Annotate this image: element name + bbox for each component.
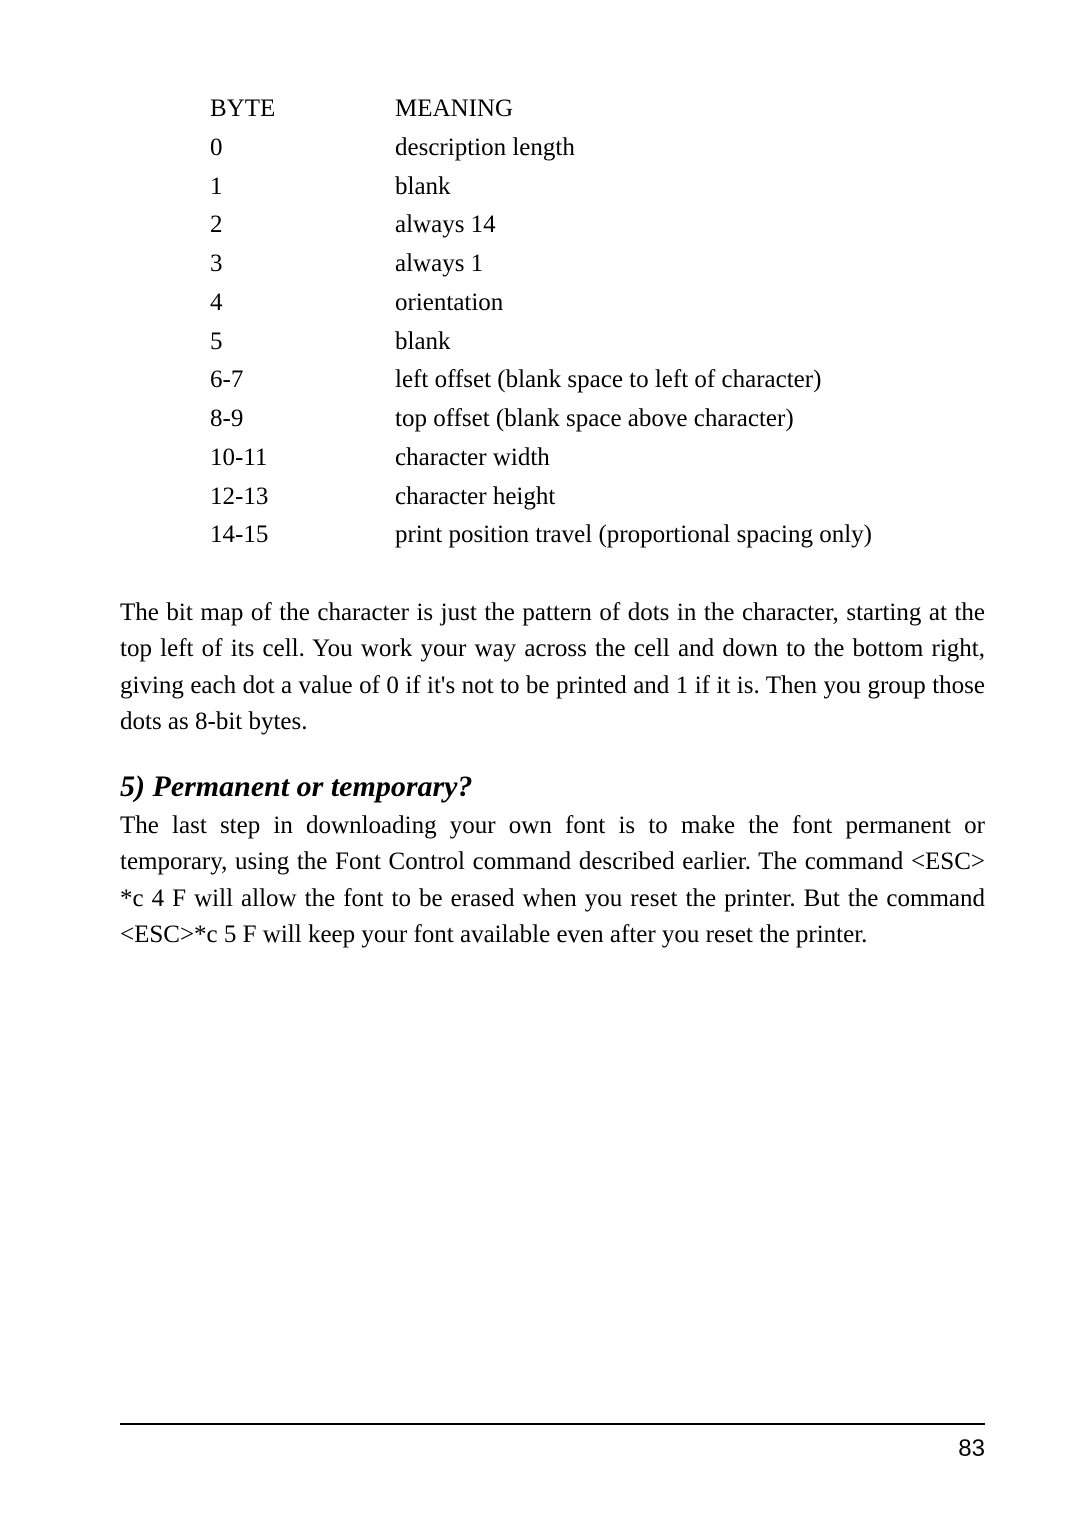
table-row: 3 always 1 xyxy=(210,245,985,284)
table-row: 8-9 top offset (blank space above charac… xyxy=(210,400,985,439)
cell-byte: 8-9 xyxy=(210,400,395,439)
footer-rule xyxy=(120,1423,985,1425)
section-5-body: The last step in downloading your own fo… xyxy=(120,808,985,953)
cell-meaning: orientation xyxy=(395,284,985,323)
cell-byte: 3 xyxy=(210,245,395,284)
cell-byte: 4 xyxy=(210,284,395,323)
cell-meaning: always 1 xyxy=(395,245,985,284)
cell-byte: 6-7 xyxy=(210,361,395,400)
cell-meaning: character height xyxy=(395,478,985,517)
table-row: 14-15 print position travel (proportiona… xyxy=(210,516,985,555)
table-row: 5 blank xyxy=(210,323,985,362)
paragraph-bitmap: The bit map of the character is just the… xyxy=(120,595,985,740)
table-row: 10-11 character width xyxy=(210,439,985,478)
cell-byte: 2 xyxy=(210,206,395,245)
table-row: 12-13 character height xyxy=(210,478,985,517)
cell-byte: 5 xyxy=(210,323,395,362)
cell-meaning: description length xyxy=(395,129,985,168)
cell-byte: 0 xyxy=(210,129,395,168)
page-number: 83 xyxy=(120,1435,985,1463)
cell-byte: 14-15 xyxy=(210,516,395,555)
table-row: 6-7 left offset (blank space to left of … xyxy=(210,361,985,400)
byte-meaning-table: BYTE MEANING 0 description length 1 blan… xyxy=(210,90,985,555)
cell-meaning: blank xyxy=(395,168,985,207)
cell-byte: 12-13 xyxy=(210,478,395,517)
header-byte: BYTE xyxy=(210,90,395,129)
cell-byte: 1 xyxy=(210,168,395,207)
cell-meaning: left offset (blank space to left of char… xyxy=(395,361,985,400)
table-header-row: BYTE MEANING xyxy=(210,90,985,129)
cell-meaning: print position travel (proportional spac… xyxy=(395,516,985,555)
table-row: 4 orientation xyxy=(210,284,985,323)
table-row: 0 description length xyxy=(210,129,985,168)
cell-meaning: always 14 xyxy=(395,206,985,245)
cell-meaning: top offset (blank space above character) xyxy=(395,400,985,439)
page-footer: 83 xyxy=(120,1423,985,1463)
cell-meaning: blank xyxy=(395,323,985,362)
table-row: 2 always 14 xyxy=(210,206,985,245)
section-5-heading: 5) Permanent or temporary? xyxy=(120,770,985,804)
cell-meaning: character width xyxy=(395,439,985,478)
cell-byte: 10-11 xyxy=(210,439,395,478)
table-row: 1 blank xyxy=(210,168,985,207)
header-meaning: MEANING xyxy=(395,90,985,129)
